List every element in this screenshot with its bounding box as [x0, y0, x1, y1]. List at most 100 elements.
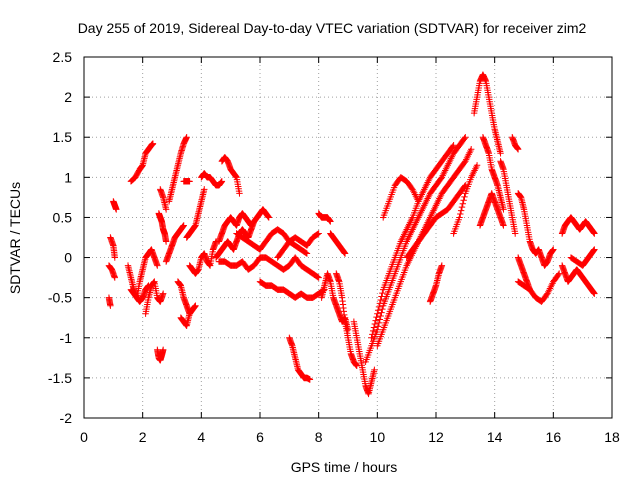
- series-sat-track-m: [162, 222, 187, 265]
- x-tick-label: 16: [546, 429, 562, 445]
- series-sat-track-h: [142, 278, 167, 317]
- data-point: [512, 230, 519, 237]
- data-point: [302, 249, 310, 257]
- data-point: [591, 290, 598, 297]
- series-sat-track-o: [177, 310, 193, 329]
- data-point: [376, 300, 384, 307]
- data-point: [438, 262, 446, 269]
- data-point: [315, 230, 322, 237]
- data-point: [314, 230, 322, 238]
- data-point: [514, 146, 522, 153]
- series-sat-track-ap: [476, 190, 507, 229]
- series-sat-track-w: [215, 254, 322, 281]
- axis-ticks: [83, 56, 613, 419]
- y-tick-label: 1: [64, 169, 72, 185]
- data-point: [162, 206, 170, 213]
- plot-frame: [83, 56, 613, 419]
- chart-title: Day 255 of 2019, Sidereal Day-to-day VTE…: [78, 20, 587, 36]
- data-point: [374, 323, 382, 330]
- data-point: [192, 302, 199, 309]
- data-point: [457, 210, 464, 218]
- series-sat-track-q: [180, 178, 193, 185]
- y-tick-label: 0.5: [53, 209, 73, 225]
- data-point: [375, 319, 383, 327]
- series-sat-track-ar: [509, 134, 522, 153]
- data-point: [306, 376, 314, 383]
- series-sat-track-ag: [362, 134, 469, 366]
- series-sat-track-af: [350, 318, 378, 398]
- data-point: [462, 134, 469, 141]
- grid: [84, 57, 612, 418]
- series-sat-track-e: [127, 140, 157, 185]
- series-sat-track-am: [450, 162, 481, 237]
- data-point: [149, 140, 157, 147]
- series-sat-track-s: [198, 170, 226, 189]
- series-sat-track-k: [157, 186, 170, 213]
- series-sat-track-a: [105, 262, 118, 281]
- data-point: [372, 317, 379, 324]
- data-point: [461, 193, 468, 201]
- data-point: [460, 197, 467, 204]
- y-tick-label: 1.5: [53, 129, 73, 145]
- series-sat-track-j: [155, 210, 170, 245]
- y-tick-labels: -2 -1.5 -1 -0.5 0 0.5 1 1.5 2 2.5: [48, 49, 72, 426]
- data-point: [186, 310, 193, 317]
- data-point: [218, 178, 226, 185]
- series-sat-track-av: [558, 214, 598, 237]
- series-sat-track-au: [514, 254, 534, 293]
- series-sat-track-n: [174, 278, 199, 317]
- series-sat-track-i: [154, 346, 167, 364]
- data-points: [105, 71, 598, 398]
- data-point: [303, 250, 311, 257]
- series-sat-track-an: [470, 71, 504, 157]
- x-tick-label: 14: [487, 429, 503, 445]
- series-sat-track-aa: [286, 334, 314, 383]
- data-point: [186, 178, 193, 185]
- data-point: [113, 206, 120, 213]
- x-tick-labels: 0 2 4 6 8 10 12 14 16 18: [80, 429, 620, 445]
- series-sat-track-ae: [333, 270, 360, 370]
- data-point: [370, 324, 378, 331]
- data-point: [591, 246, 598, 253]
- data-point: [450, 142, 457, 149]
- series-sat-track-al: [426, 262, 446, 305]
- data-point: [154, 262, 161, 269]
- data-point: [526, 286, 534, 293]
- y-tick-label: -0.5: [48, 290, 72, 306]
- data-point: [456, 214, 463, 221]
- series-sat-track-aw: [558, 262, 598, 297]
- data-point: [265, 214, 272, 221]
- data-point: [353, 362, 360, 370]
- series-sat-track-ax: [567, 246, 598, 269]
- data-point: [377, 296, 384, 304]
- series-sat-track-ai: [374, 146, 475, 349]
- y-axis-title: SDTVAR / TECUs: [7, 182, 23, 294]
- data-point: [550, 246, 557, 253]
- data-point: [107, 302, 114, 309]
- series-sat-track-c: [107, 234, 118, 261]
- x-tick-label: 0: [80, 429, 88, 445]
- data-point: [458, 203, 466, 211]
- x-tick-label: 4: [197, 429, 205, 445]
- data-point: [379, 289, 386, 297]
- x-tick-label: 6: [256, 429, 264, 445]
- series-sat-track-t: [218, 154, 243, 197]
- data-point: [201, 186, 208, 193]
- series-sat-track-ac: [318, 270, 352, 333]
- data-point: [315, 274, 322, 281]
- y-tick-label: 0: [64, 250, 72, 266]
- series-sat-track-ak: [403, 182, 469, 261]
- series-sat-track-ad: [327, 230, 349, 257]
- data-point: [111, 274, 118, 281]
- data-point: [461, 135, 468, 142]
- data-point: [374, 307, 382, 314]
- data-point: [500, 222, 507, 229]
- y-tick-label: -1: [60, 330, 73, 346]
- data-point: [314, 273, 322, 281]
- data-point: [415, 198, 422, 205]
- y-tick-label: 2: [64, 89, 72, 105]
- y-tick-label: -2: [60, 410, 73, 426]
- series-sat-track-aj: [380, 174, 422, 221]
- series-sat-track-d: [105, 294, 114, 309]
